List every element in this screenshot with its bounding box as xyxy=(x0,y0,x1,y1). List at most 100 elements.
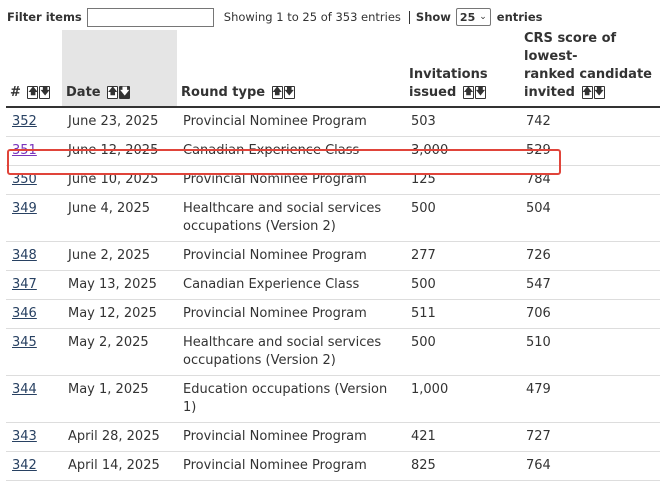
cell-round-type: Healthcare and social services occupation… xyxy=(177,328,405,376)
cell-date: May 12, 2025 xyxy=(62,299,177,329)
column-header-crs-score[interactable]: CRS score of lowest- ranked candidate in… xyxy=(520,30,660,108)
show-label: Show xyxy=(415,10,451,24)
cell-round-type: Canadian Experience Class xyxy=(177,136,405,166)
round-number-link[interactable]: 348 xyxy=(12,248,37,263)
cell-invitations: 500 xyxy=(405,328,520,376)
cell-round-type: Provincial Nominee Program xyxy=(177,165,405,195)
column-header-invitations[interactable]: Invitations issued 🡅 🡇 xyxy=(405,30,520,108)
sort-controls: 🡅 🡇 xyxy=(27,86,51,99)
arrow-up-icon[interactable]: 🡅 xyxy=(271,86,283,99)
filter-input[interactable] xyxy=(86,7,214,27)
page-size-select[interactable]: 25 ⌄ xyxy=(455,8,491,26)
table-row: 348 June 2, 2025 Provincial Nominee Progra… xyxy=(6,241,660,271)
round-type-line1: Healthcare and social services xyxy=(183,335,382,350)
round-type-line1: Education occupations (Version 1) xyxy=(183,382,388,415)
cell-round-type: Education occupations (Version 1) xyxy=(177,375,405,423)
table-row: 351 June 12, 2025 Canadian Experience Clas… xyxy=(6,136,660,166)
column-label-crs-line3: invited xyxy=(524,85,575,100)
chevron-down-icon: ⌄ xyxy=(479,12,487,22)
table-row: 346 May 12, 2025 Provincial Nominee Progra… xyxy=(6,299,660,329)
sort-controls: 🡅 🡇 xyxy=(107,86,131,99)
cell-invitations: 421 xyxy=(405,422,520,452)
round-type-line2: occupations (Version 2) xyxy=(183,353,336,368)
round-number-link[interactable]: 345 xyxy=(12,335,37,350)
column-header-round-type[interactable]: Round type 🡅 🡇 xyxy=(177,30,405,108)
round-type-line1: Provincial Nominee Program xyxy=(183,429,367,444)
arrow-up-icon[interactable]: 🡅 xyxy=(107,86,119,99)
cell-crs-score: 742 xyxy=(520,107,660,137)
table-row: 352 June 23, 2025 Provincial Nominee Progr… xyxy=(6,107,660,137)
cell-date: June 4, 2025 xyxy=(62,194,177,242)
round-number-link[interactable]: 347 xyxy=(12,277,37,292)
column-label-number: # xyxy=(10,85,21,100)
round-number-link[interactable]: 352 xyxy=(12,114,37,129)
cell-round-number: 349 xyxy=(6,194,62,242)
round-number-link[interactable]: 351 xyxy=(12,143,37,158)
arrow-up-icon[interactable]: 🡅 xyxy=(462,86,474,99)
cell-round-type: Healthcare and social services occupation… xyxy=(177,194,405,242)
cell-round-number: 346 xyxy=(6,299,62,329)
table-row: 342 April 14, 2025 Provincial Nominee Prog… xyxy=(6,451,660,481)
table-row: 350 June 10, 2025 Provincial Nominee Progr… xyxy=(6,165,660,195)
cell-date: June 23, 2025 xyxy=(62,107,177,137)
cell-date: May 13, 2025 xyxy=(62,270,177,300)
round-number-link[interactable]: 343 xyxy=(12,429,37,444)
cell-date: May 1, 2025 xyxy=(62,375,177,423)
cell-date: May 2, 2025 xyxy=(62,328,177,376)
column-label-date: Date xyxy=(66,85,101,100)
column-label-invitations-line1: Invitations xyxy=(409,67,488,82)
showing-entries-text: Showing 1 to 25 of 353 entries xyxy=(223,10,401,24)
cell-crs-score: 529 xyxy=(520,136,660,166)
arrow-down-icon[interactable]: 🡇 xyxy=(283,86,295,99)
cell-round-number: 348 xyxy=(6,241,62,271)
cell-crs-score: 510 xyxy=(520,328,660,376)
cell-invitations: 825 xyxy=(405,451,520,481)
round-type-line1: Provincial Nominee Program xyxy=(183,306,367,321)
cell-round-number: 350 xyxy=(6,165,62,195)
cell-date: June 10, 2025 xyxy=(62,165,177,195)
sort-controls: 🡅 🡇 xyxy=(462,86,486,99)
round-type-line1: Canadian Experience Class xyxy=(183,143,360,158)
cell-crs-score: 479 xyxy=(520,375,660,423)
round-number-link[interactable]: 344 xyxy=(12,382,37,397)
arrow-up-icon[interactable]: 🡅 xyxy=(581,86,593,99)
cell-round-number: 345 xyxy=(6,328,62,376)
cell-invitations: 3,000 xyxy=(405,136,520,166)
arrow-down-icon[interactable]: 🡇 xyxy=(593,86,605,99)
page-size-value: 25 xyxy=(459,10,476,24)
cell-invitations: 500 xyxy=(405,194,520,242)
cell-date: June 12, 2025 xyxy=(62,136,177,166)
column-header-date[interactable]: Date 🡅 🡇 xyxy=(62,30,177,108)
table-row: 344 May 1, 2025 Education occupations (Ver… xyxy=(6,375,660,423)
round-number-link[interactable]: 350 xyxy=(12,172,37,187)
round-number-link[interactable]: 349 xyxy=(12,201,37,216)
cell-round-number: 347 xyxy=(6,270,62,300)
round-type-line1: Provincial Nominee Program xyxy=(183,458,367,473)
cell-round-number: 351 xyxy=(6,136,62,166)
arrow-up-icon[interactable]: 🡅 xyxy=(27,86,39,99)
cell-round-type: Provincial Nominee Program xyxy=(177,241,405,271)
round-type-line1: Provincial Nominee Program xyxy=(183,172,367,187)
round-number-link[interactable]: 346 xyxy=(12,306,37,321)
arrow-down-icon[interactable]: 🡇 xyxy=(119,86,131,99)
cell-crs-score: 727 xyxy=(520,422,660,452)
cell-date: April 14, 2025 xyxy=(62,451,177,481)
arrow-down-icon[interactable]: 🡇 xyxy=(474,86,486,99)
cell-invitations: 1,000 xyxy=(405,375,520,423)
cell-round-number: 344 xyxy=(6,375,62,423)
cell-invitations: 125 xyxy=(405,165,520,195)
cell-round-number: 342 xyxy=(6,451,62,481)
round-type-line1: Canadian Experience Class xyxy=(183,277,360,292)
round-type-line1: Healthcare and social services xyxy=(183,201,382,216)
cell-round-type: Provincial Nominee Program xyxy=(177,422,405,452)
table-toolbar: Filter items Showing 1 to 25 of 353 entr… xyxy=(0,6,660,28)
arrow-down-icon[interactable]: 🡇 xyxy=(39,86,51,99)
round-number-link[interactable]: 342 xyxy=(12,458,37,473)
sort-controls: 🡅 🡇 xyxy=(271,86,295,99)
column-header-number[interactable]: # 🡅 🡇 xyxy=(6,30,62,108)
table-row: 345 May 2, 2025 Healthcare and social serv… xyxy=(6,328,660,376)
cell-date: June 2, 2025 xyxy=(62,241,177,271)
cell-crs-score: 706 xyxy=(520,299,660,329)
column-label-round-type: Round type xyxy=(181,85,266,100)
cell-round-type: Provincial Nominee Program xyxy=(177,107,405,137)
